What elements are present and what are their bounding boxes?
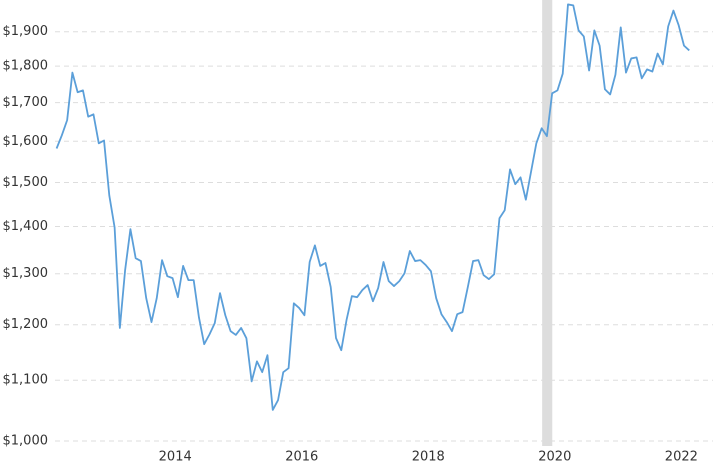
x-tick-label: 2020	[538, 450, 571, 465]
y-tick-label: $1,800	[3, 59, 49, 74]
shaded-range	[542, 0, 553, 446]
y-tick-label: $1,400	[3, 219, 49, 234]
x-tick-label: 2016	[285, 450, 318, 465]
y-tick-label: $1,900	[3, 24, 49, 39]
y-tick-label: $1,000	[3, 434, 49, 449]
x-tick-label: 2018	[412, 450, 445, 465]
y-tick-label: $1,500	[3, 175, 49, 190]
x-tick-label: 2022	[665, 450, 698, 465]
x-tick-label: 2014	[159, 450, 192, 465]
price-line	[55, 3, 690, 411]
y-tick-label: $1,100	[3, 373, 49, 388]
y-tick-label: $1,700	[3, 95, 49, 110]
y-tick-label: $1,600	[3, 134, 49, 149]
y-tick-label: $1,300	[3, 266, 49, 281]
y-tick-label: $1,200	[3, 317, 49, 332]
